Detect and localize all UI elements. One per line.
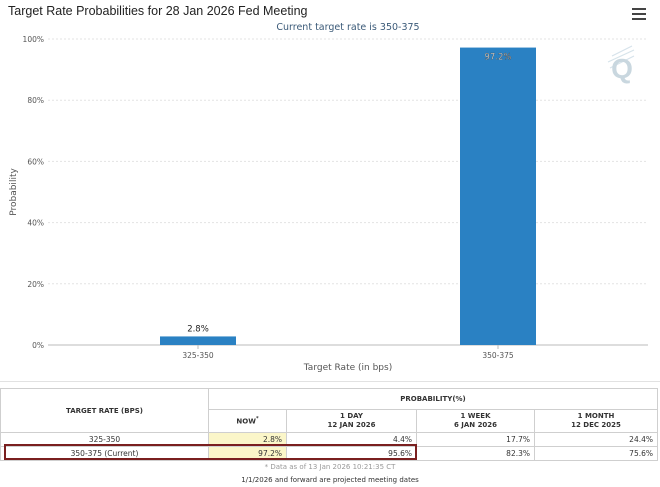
svg-text:Q: Q	[611, 53, 633, 84]
row-rate: 350-375 (Current)	[0, 446, 209, 462]
chart-title: Target Rate Probabilities for 28 Jan 202…	[8, 4, 308, 18]
data-label: 97.2%	[484, 53, 511, 63]
x-axis-label: Target Rate (in bps)	[303, 363, 392, 373]
table-row: 325-350 2.8% 4.4% 17.7% 24.4%	[0, 432, 658, 448]
row-1-month: 75.6%	[534, 446, 658, 462]
row-1-month: 24.4%	[534, 432, 658, 448]
q-logo-icon: Q	[607, 45, 635, 84]
y-axis-label: Probability	[9, 168, 19, 216]
row-now: 2.8%	[208, 432, 287, 448]
row-1-week: 82.3%	[416, 446, 535, 462]
bar-350-375	[460, 47, 536, 346]
projected-dates-note: 1/1/2026 and forward are projected meeti…	[241, 476, 419, 484]
y-tick-label: 80%	[27, 96, 44, 105]
bar-325-350	[160, 336, 236, 345]
row-1-day: 95.6%	[286, 446, 417, 462]
y-tick-label: 20%	[27, 280, 44, 289]
data-timestamp-footnote: * Data as of 13 Jan 2026 10:21:35 CT	[264, 463, 396, 472]
header-target-rate: TARGET RATE (BPS)	[0, 387, 209, 434]
row-rate: 325-350	[0, 432, 209, 448]
x-tick-label: 325-350	[182, 351, 214, 360]
header-probability: PROBABILITY(%)	[208, 388, 658, 410]
y-tick-label: 40%	[27, 219, 44, 228]
header-1-month: 1 MONTH 12 DEC 2025	[534, 408, 658, 434]
y-tick-label: 0%	[32, 341, 44, 350]
x-tick-label: 350-375	[482, 351, 514, 360]
chart-panel: Current target rate is 350-375 0% 20% 40% 60…	[0, 4, 660, 382]
y-tick-label: 100%	[23, 35, 44, 44]
header-1-day: 1 DAY 12 JAN 2026	[286, 408, 417, 434]
chart-subtitle: Current target rate is 350-375	[276, 22, 419, 33]
row-1-week: 17.7%	[416, 432, 535, 448]
header-1-week: 1 WEEK 6 JAN 2026	[416, 408, 535, 434]
hamburger-menu-icon[interactable]	[632, 8, 646, 20]
probability-table-section: TARGET RATE (BPS) PROBABILITY(%) NOW* 1 …	[0, 387, 660, 472]
probability-table: TARGET RATE (BPS) PROBABILITY(%) NOW* 1 …	[0, 387, 658, 462]
table-row-current: 350-375 (Current) 97.2% 95.6% 82.3% 75.6…	[0, 446, 658, 462]
data-label: 2.8%	[187, 324, 209, 334]
header-now: NOW*	[208, 408, 287, 434]
y-tick-label: 60%	[27, 157, 44, 166]
bar-chart: Current target rate is 350-375 0% 20% 40% 60…	[9, 22, 648, 373]
row-1-day: 4.4%	[286, 432, 417, 448]
row-now: 97.2%	[208, 446, 287, 462]
